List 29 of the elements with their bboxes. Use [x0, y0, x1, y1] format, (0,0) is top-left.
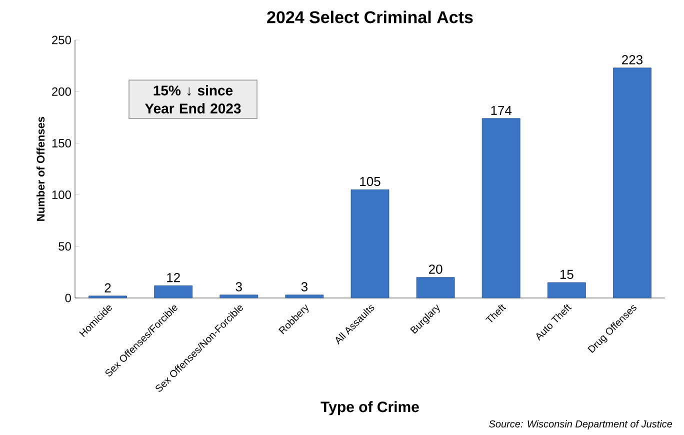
data-label: 105: [360, 176, 380, 186]
bar: [285, 294, 324, 298]
x-axis-title: Type of Crime: [320, 401, 419, 416]
data-label: 2: [104, 283, 111, 292]
y-axis-title: Number of Offenses: [36, 116, 45, 221]
data-label: 20: [428, 264, 442, 274]
bar: [416, 277, 455, 298]
data-label: 223: [622, 55, 642, 64]
data-label: 12: [167, 272, 180, 282]
y-tick-label: 150: [52, 138, 72, 148]
bar: [482, 118, 520, 298]
y-tick-label: 50: [58, 242, 72, 251]
y-tick-label: 250: [52, 36, 72, 44]
data-label: 15: [560, 270, 574, 279]
data-label: 3: [236, 282, 242, 292]
source-note: Source: Wisconsin Department of Justice: [489, 420, 672, 430]
y-tick-label: 200: [52, 87, 72, 96]
bar: [613, 68, 652, 298]
bar: [154, 285, 193, 298]
annotation: 15% ↓ since Year End 2023: [144, 85, 241, 114]
bar: [220, 294, 258, 298]
bar: [547, 282, 586, 298]
chart-title: 2024 Select Criminal Acts: [267, 10, 473, 24]
data-label: 174: [491, 106, 512, 115]
y-tick-label: 100: [52, 190, 72, 200]
bar: [350, 189, 390, 298]
bar: [88, 296, 127, 298]
data-label: 3: [301, 282, 308, 292]
y-tick-label: 0: [65, 294, 72, 302]
